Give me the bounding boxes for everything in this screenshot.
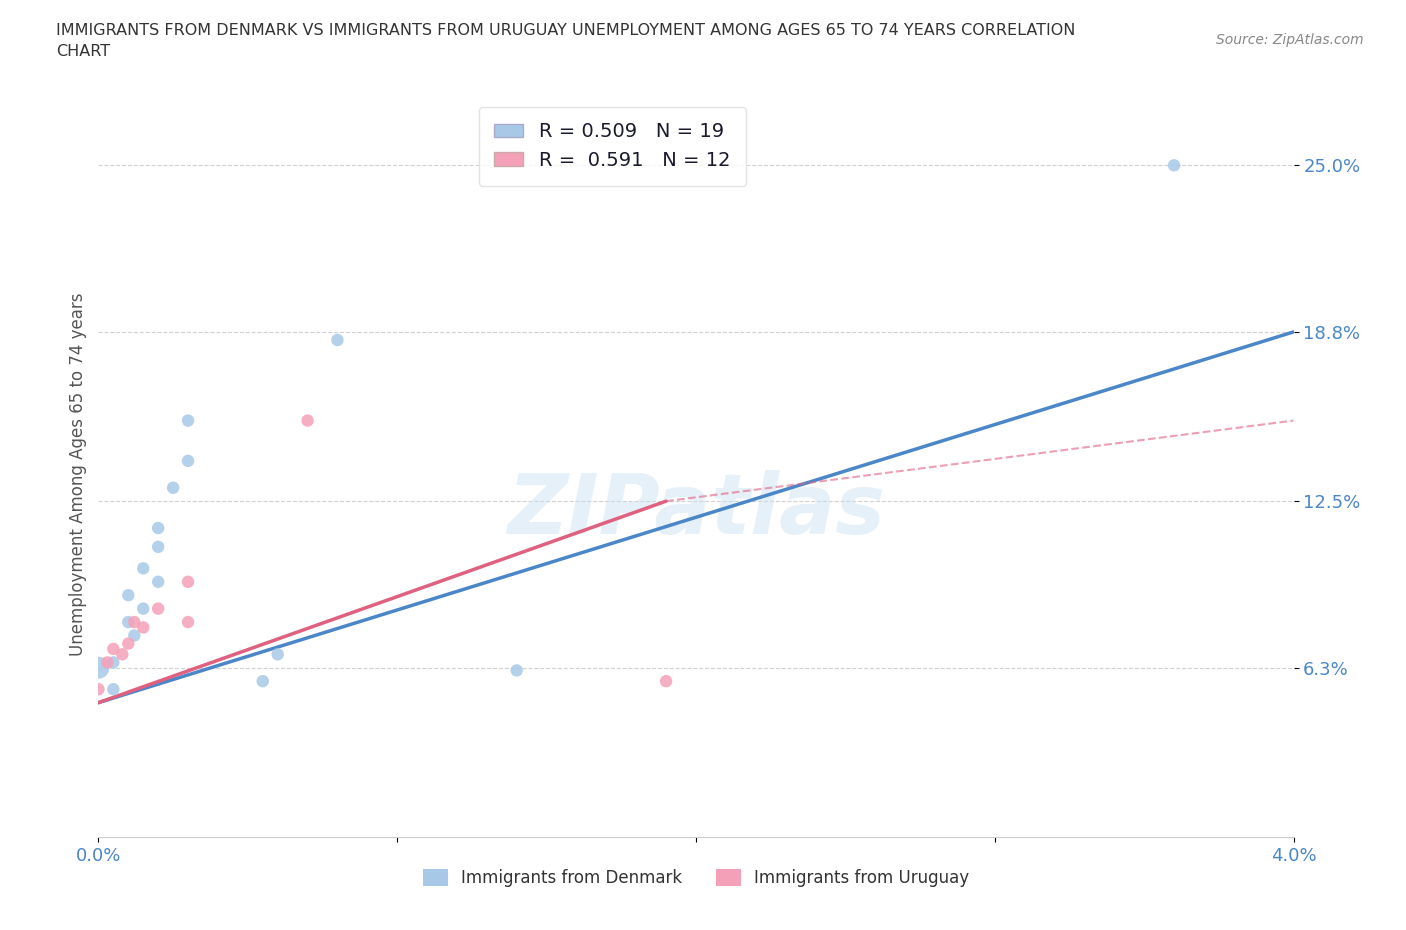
Point xyxy=(87,682,110,697)
Point xyxy=(96,655,118,670)
Point xyxy=(297,413,319,428)
Point xyxy=(117,615,139,630)
Point xyxy=(103,642,125,657)
Text: ZIPatlas: ZIPatlas xyxy=(508,470,884,551)
Point xyxy=(148,539,170,554)
Point xyxy=(117,588,139,603)
Point xyxy=(1163,158,1185,173)
Text: Source: ZipAtlas.com: Source: ZipAtlas.com xyxy=(1216,33,1364,46)
Point xyxy=(87,660,110,675)
Point xyxy=(132,601,155,616)
Point xyxy=(326,333,349,348)
Text: IMMIGRANTS FROM DENMARK VS IMMIGRANTS FROM URUGUAY UNEMPLOYMENT AMONG AGES 65 TO: IMMIGRANTS FROM DENMARK VS IMMIGRANTS FR… xyxy=(56,23,1076,60)
Point xyxy=(177,454,200,469)
Point xyxy=(103,655,125,670)
Y-axis label: Unemployment Among Ages 65 to 74 years: Unemployment Among Ages 65 to 74 years xyxy=(69,293,87,656)
Point xyxy=(124,628,146,643)
Legend: Immigrants from Denmark, Immigrants from Uruguay: Immigrants from Denmark, Immigrants from… xyxy=(416,862,976,894)
Point xyxy=(162,480,184,495)
Point xyxy=(103,682,125,697)
Point xyxy=(124,615,146,630)
Point xyxy=(148,601,170,616)
Point xyxy=(148,521,170,536)
Point xyxy=(177,615,200,630)
Point xyxy=(655,673,678,688)
Point xyxy=(177,575,200,590)
Point xyxy=(252,673,274,688)
Point xyxy=(111,647,134,662)
Point xyxy=(117,636,139,651)
Point xyxy=(148,575,170,590)
Point xyxy=(177,413,200,428)
Point xyxy=(132,620,155,635)
Point xyxy=(267,647,290,662)
Point xyxy=(132,561,155,576)
Point xyxy=(506,663,529,678)
